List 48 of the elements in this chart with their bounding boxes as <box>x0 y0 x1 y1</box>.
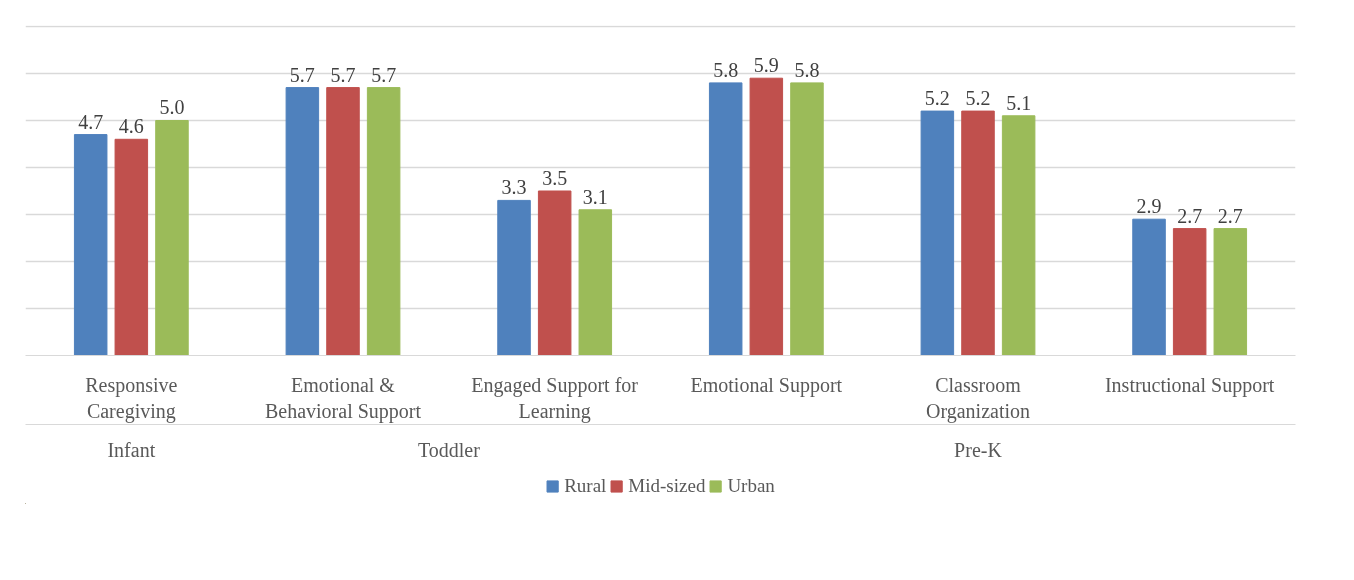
data-label: 5.8 <box>713 58 739 81</box>
bar <box>749 77 784 356</box>
x-tick-label: Engaged Support for Learning <box>471 373 639 423</box>
x-tick-label: Emotional & Behavioral Support <box>264 373 422 423</box>
bar <box>920 110 955 356</box>
bar <box>73 134 108 356</box>
bar <box>708 82 743 356</box>
bar <box>1213 228 1248 356</box>
data-label: 2.9 <box>1136 195 1162 218</box>
x-tick-label: Responsive Caregiving <box>85 373 178 423</box>
data-label: 5.0 <box>159 96 185 119</box>
text: Infant <box>107 438 156 461</box>
data-label: 5.7 <box>371 63 397 86</box>
data-label: 4.6 <box>118 115 144 138</box>
bar <box>1132 218 1166 356</box>
bar <box>326 87 360 356</box>
bar <box>114 138 149 356</box>
data-label: 5.1 <box>1006 91 1032 114</box>
data-label: 5.2 <box>965 87 991 110</box>
x-tick-label: Classroom Organization <box>925 373 1031 423</box>
bar <box>1172 228 1207 356</box>
data-label: 5.9 <box>753 54 779 77</box>
bar <box>961 110 995 356</box>
data-label: 4.7 <box>78 110 104 133</box>
x-tick-label: Emotional Support <box>690 373 843 397</box>
data-label: 3.3 <box>501 176 527 199</box>
data-label: 2.7 <box>1177 204 1203 227</box>
legend-label: Rural <box>564 474 607 497</box>
data-label: 5.8 <box>794 58 820 81</box>
legend-label: Urban <box>727 474 775 497</box>
x-tick-label: Instructional Support <box>1104 373 1275 397</box>
data-label: 5.7 <box>330 63 356 86</box>
bar <box>366 87 401 356</box>
bar <box>1001 115 1036 356</box>
bar <box>497 199 531 356</box>
bar <box>537 190 572 356</box>
data-label: 5.7 <box>289 63 315 86</box>
bar <box>285 87 320 356</box>
data-label: 5.2 <box>924 87 950 110</box>
bar <box>155 119 189 356</box>
bar <box>578 209 613 356</box>
data-label: 3.1 <box>582 185 608 208</box>
text: Toddler <box>417 438 481 461</box>
bar <box>790 82 824 356</box>
legend-label: Mid-sized <box>628 474 706 497</box>
text: Pre-K <box>954 438 1003 461</box>
data-label: 2.7 <box>1217 204 1243 227</box>
data-label: 3.5 <box>542 166 568 189</box>
